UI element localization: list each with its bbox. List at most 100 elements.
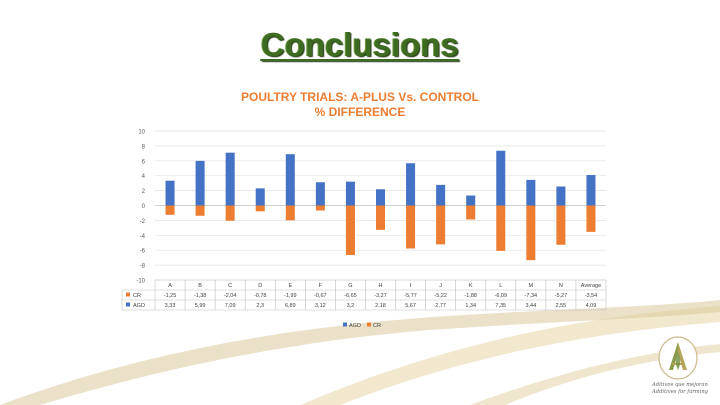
table-value: -1,25 [164,293,177,299]
table-value: -1,99 [284,293,297,299]
table-value: -0,67 [314,293,327,299]
table-value: -6,09 [494,293,507,299]
table-value: 2,77 [435,303,446,309]
bar-cr-average [586,205,596,232]
table-value: -7,34 [525,293,538,299]
bar-agd-i [406,163,416,206]
bar-cr-d [255,205,265,212]
bar-agd-l [496,150,506,206]
table-value: 5,67 [405,303,416,309]
table-value: 5,99 [195,303,206,309]
table-key-agd [126,302,130,307]
bar-agd-e [285,154,295,206]
table-value: -2,04 [224,293,237,299]
x-category-label: H [379,283,383,289]
y-tick-label: -4 [140,234,146,240]
table-series-name: CR [133,293,141,299]
table-value: 7,35 [495,303,506,309]
bar-agd-k [466,195,476,206]
bar-cr-i [406,205,416,249]
x-category-label: C [228,283,232,289]
bar-cr-f [315,205,325,211]
bar-agd-n [556,186,566,206]
brand-tagline: Aditivos que mejoran Additives for farmi… [652,382,714,396]
bar-cr-a [165,205,175,215]
table-value: -1,88 [464,293,477,299]
y-tick-label: 6 [142,159,146,165]
x-category-label: L [499,283,502,289]
table-value: 3,44 [525,303,536,309]
bar-agd-j [436,184,446,206]
x-category-label: D [258,283,262,289]
bar-cr-k [466,205,476,220]
table-key-cr [126,292,130,297]
y-tick-label: -10 [136,279,145,285]
table-value: -3,27 [374,293,387,299]
bar-cr-h [375,205,386,230]
bar-agd-h [375,189,386,206]
y-tick-label: 10 [138,130,145,136]
table-value: -5,77 [404,293,417,299]
y-tick-label: 0 [142,204,146,210]
legend-key-cr [367,322,371,327]
bar-cr-b [195,205,205,216]
table-value: 2,3 [256,303,264,309]
y-tick-label: 2 [142,189,146,195]
table-value: 6,89 [285,303,296,309]
x-category-label: F [319,283,323,289]
x-category-label: I [410,283,412,289]
y-tick-label: 4 [142,174,146,180]
table-value: 3,12 [315,303,326,309]
legend-label-agd: AGD [349,323,361,329]
bar-agd-g [345,181,355,206]
table-value: 2,18 [375,303,386,309]
table-value: 4,09 [586,303,597,309]
y-tick-label: -8 [140,264,146,270]
x-category-label: G [348,283,352,289]
bar-agd-m [526,179,536,206]
y-tick-label: 8 [142,144,146,150]
legend-label-cr: CR [373,323,381,329]
slide-title: Conclusions [260,26,460,63]
table-value: -6,65 [344,293,357,299]
bar-agd-f [315,182,325,206]
tagline-line-2: Additives for farming [652,389,709,395]
chart-title-line-1: POULTRY TRIALS: A-PLUS Vs. CONTROL [240,90,479,104]
x-category-label: K [469,283,473,289]
table-value: -0,78 [254,293,267,299]
bar-cr-c [225,205,235,221]
tagline-line-1: Aditivos que mejoran [652,382,708,388]
legend-key-agd [343,322,347,327]
table-value: -1,38 [194,293,207,299]
chart-title: POULTRY TRIALS: A-PLUS Vs. CONTROL % DIF… [0,90,720,120]
bar-cr-e [285,205,295,221]
x-category-label: B [198,283,202,289]
bar-cr-n [556,205,566,245]
x-category-label: J [439,283,442,289]
table-value: 2,55 [556,303,567,309]
table-value: -3,54 [585,293,598,299]
table-series-name: AGD [133,303,145,309]
bar-agd-average [586,175,596,206]
x-category-label: E [288,283,292,289]
chart-title-line-2: % DIFFERENCE [314,105,406,119]
table-value: 3,33 [165,303,176,309]
bar-cr-l [496,205,506,251]
bar-cr-j [436,205,446,245]
bar-agd-d [255,188,265,206]
table-value: -5,22 [434,293,447,299]
bar-cr-g [345,205,355,256]
bar-cr-m [526,205,536,261]
table-value: 1,34 [465,303,476,309]
leaf-a-logo-icon [658,336,698,380]
table-value: -5,27 [555,293,568,299]
x-category-label: Average [581,283,601,289]
x-category-label: M [529,283,534,289]
table-value: 3,2 [347,303,355,309]
y-tick-label: -2 [140,219,146,225]
x-category-label: A [168,283,172,289]
table-value: 7,09 [225,303,236,309]
y-tick-label: -6 [140,249,146,255]
bar-agd-b [195,160,205,206]
